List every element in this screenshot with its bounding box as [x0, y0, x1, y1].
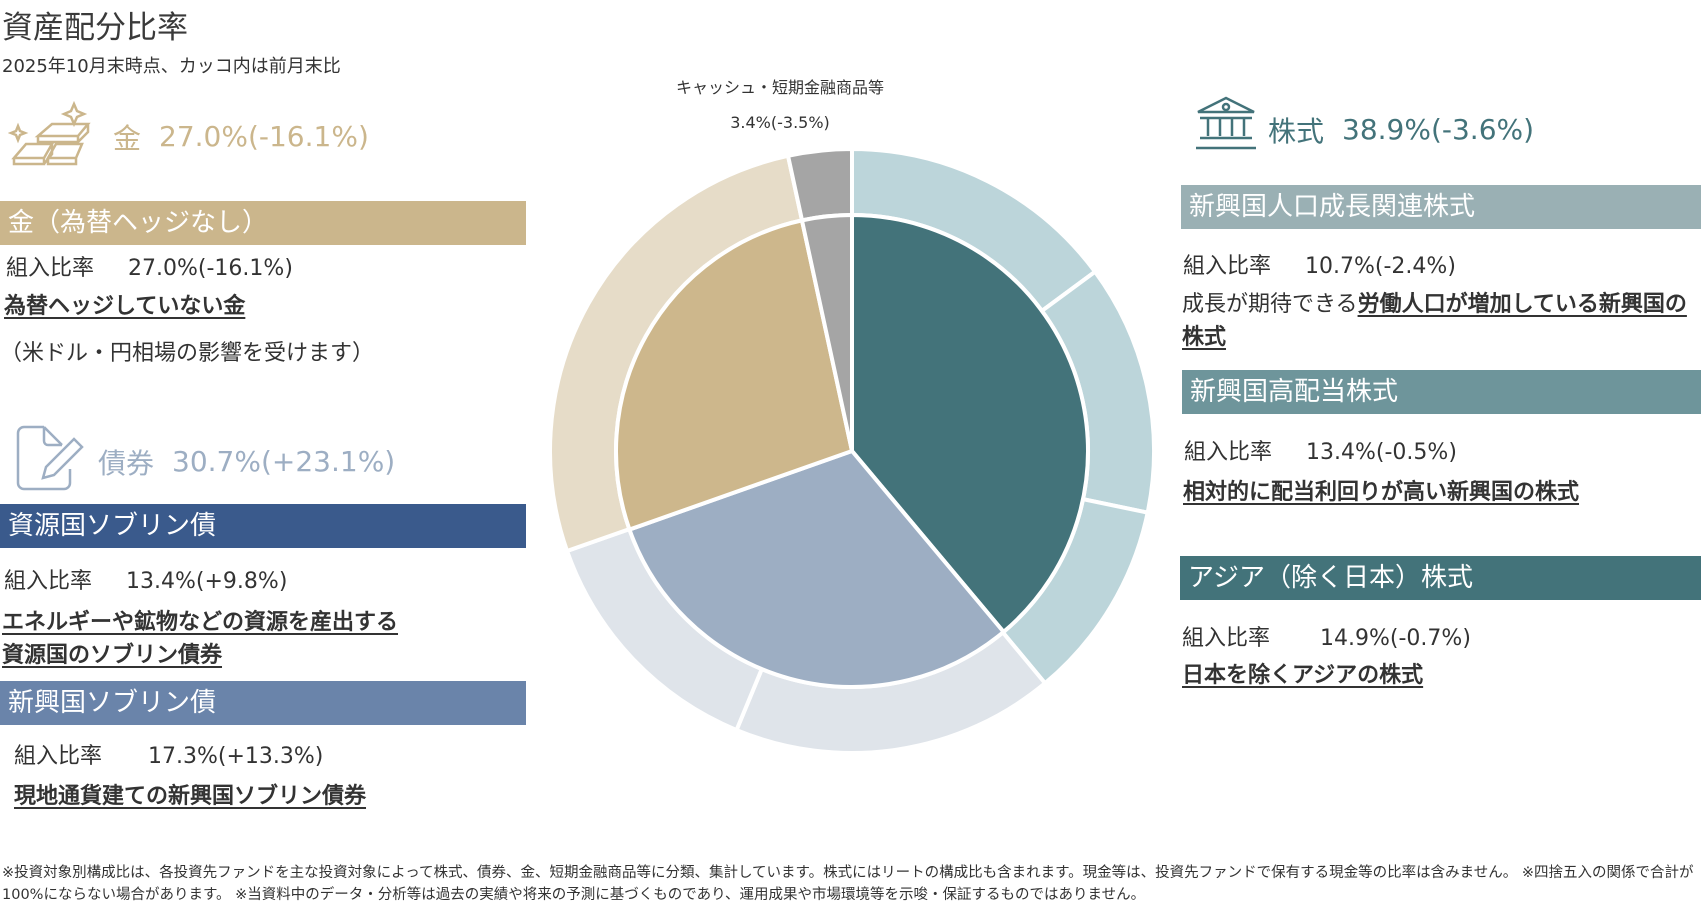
gold-label: 金 [113, 121, 142, 155]
fund-description-text: 相対的に配当利回りが高い新興国の株式 [1183, 480, 1580, 505]
cash-label: キャッシュ・短期金融商品等 [676, 78, 884, 97]
fund-description: エネルギーや鉱物などの資源を産出する 資源国のソブリン債券 [2, 606, 398, 672]
bank-building-icon [1194, 94, 1258, 165]
bonds-value: 30.7%(+23.1%) [172, 445, 396, 478]
fund-description: 現地通貨建ての新興国ソブリン債券 [14, 780, 366, 813]
fund-header-gold-unhedged: 金（為替ヘッジなし） [0, 201, 526, 245]
ratio-label: 組入比率 [1183, 254, 1272, 279]
footnote: ※投資対象別構成比は、各投資先ファンドを主な投資対象によって株式、債券、金、短期… [2, 865, 1694, 903]
inner-slice-1 [626, 448, 1007, 689]
fund-ratio: 組入比率 13.4%(-0.5%) [1184, 434, 1457, 466]
document-pen-icon [14, 425, 88, 498]
ratio-label: 組入比率 [4, 569, 93, 594]
ratio-value: 17.3%(+13.3%) [148, 744, 324, 769]
fund-ratio: 組入比率 27.0%(-16.1%) [6, 250, 293, 282]
equities-value: 38.9%(-3.6%) [1342, 113, 1535, 146]
fund-description-text: 現地通貨建ての新興国ソブリン債券 [14, 784, 367, 809]
fund-description-line2: 資源国のソブリン債券 [2, 643, 223, 668]
page-subtitle: 2025年10月末時点、カッコ内は前月末比 [2, 56, 341, 77]
fund-description-text: 為替ヘッジしていない金 [4, 294, 246, 319]
ratio-value: 27.0%(-16.1%) [128, 256, 293, 281]
fund-ratio: 組入比率 10.7%(-2.4%) [1183, 248, 1456, 280]
fund-header-em-sovereign: 新興国ソブリン債 [0, 681, 526, 725]
equities-category-header: 株式 38.9%(-3.6%) [1194, 94, 1534, 165]
inner-slice-2 [614, 217, 855, 533]
gold-bars-icon [7, 100, 103, 173]
ratio-value: 13.4%(+9.8%) [126, 569, 288, 594]
fund-header-em-high-dividend: 新興国高配当株式 [1182, 370, 1701, 414]
fund-ratio: 組入比率 14.9%(-0.7%) [1182, 620, 1471, 652]
fund-note: （米ドル・円相場の影響を受けます） [0, 341, 375, 366]
ratio-label: 組入比率 [1184, 440, 1273, 465]
equities-label: 株式 [1268, 114, 1325, 148]
gold-value: 27.0%(-16.1%) [159, 120, 369, 153]
fund-description-line1: エネルギーや鉱物などの資源を産出する [2, 610, 399, 635]
fund-description-prefix: 成長が期待できる [1182, 292, 1358, 317]
fund-ratio: 組入比率 17.3%(+13.3%) [14, 738, 323, 770]
fund-description-text: 労働人口が増加している新興国の株式 [1182, 292, 1687, 350]
ratio-value: 10.7%(-2.4%) [1305, 254, 1456, 279]
ratio-value: 14.9%(-0.7%) [1320, 626, 1471, 651]
ratio-value: 13.4%(-0.5%) [1306, 440, 1457, 465]
fund-description-text: 日本を除くアジアの株式 [1182, 663, 1424, 688]
asset-allocation-donut-chart: キャッシュ・短期金融商品等 3.4%(-3.5%) [548, 78, 1156, 755]
bonds-label: 債券 [98, 446, 155, 480]
fund-header-asia-ex-japan: アジア（除く日本）株式 [1180, 556, 1701, 600]
fund-description: 日本を除くアジアの株式 [1182, 659, 1423, 692]
cash-value: 3.4%(-3.5%) [730, 113, 830, 132]
inner-slice-0 [850, 212, 1090, 635]
bonds-category-header: 債券 30.7%(+23.1%) [14, 425, 395, 498]
fund-description: 為替ヘッジしていない金 [4, 290, 245, 323]
gold-category-header: 金 27.0%(-16.1%) [7, 100, 369, 173]
ratio-label: 組入比率 [1182, 626, 1271, 651]
fund-description: 相対的に配当利回りが高い新興国の株式 [1183, 476, 1579, 509]
fund-description: 成長が期待できる労働人口が増加している新興国の株式 [1182, 288, 1700, 354]
page-title: 資産配分比率 [2, 10, 188, 46]
ratio-label: 組入比率 [6, 256, 95, 281]
inner-slice-3 [799, 212, 854, 452]
fund-header-resource-sovereign: 資源国ソブリン債 [0, 504, 526, 548]
ratio-label: 組入比率 [14, 744, 103, 769]
fund-header-em-population: 新興国人口成長関連株式 [1181, 185, 1701, 229]
fund-ratio: 組入比率 13.4%(+9.8%) [4, 563, 287, 595]
